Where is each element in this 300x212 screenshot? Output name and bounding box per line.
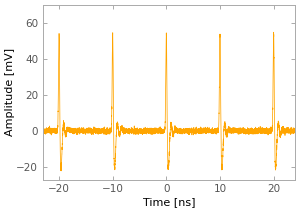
X-axis label: Time [ns]: Time [ns] [143, 197, 195, 207]
Y-axis label: Amplitude [mV]: Amplitude [mV] [5, 48, 15, 136]
